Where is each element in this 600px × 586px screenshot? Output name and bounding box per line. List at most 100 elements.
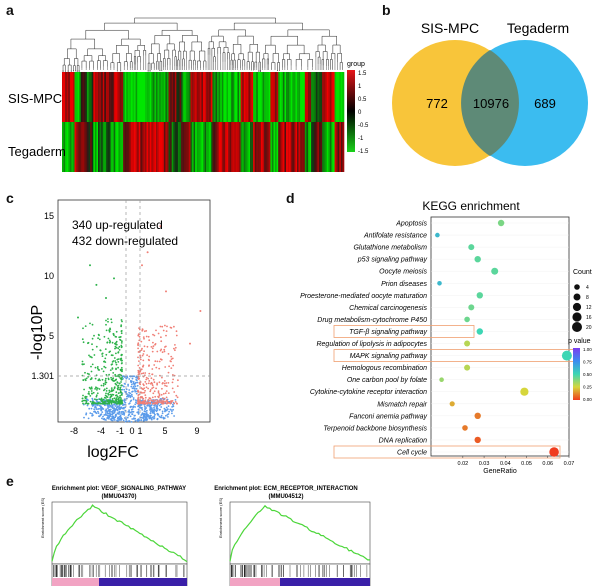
volcano-point xyxy=(110,318,113,321)
heatmap-cell xyxy=(262,122,265,172)
heatmap-color-legend xyxy=(347,70,355,152)
volcano-point xyxy=(134,399,137,401)
heatmap-cell xyxy=(138,72,141,122)
volcano-point xyxy=(108,389,111,392)
volcano-point xyxy=(104,383,107,386)
volcano-point xyxy=(87,392,90,395)
kegg-dot xyxy=(449,401,455,407)
volcano-point xyxy=(122,406,125,409)
volcano-point xyxy=(91,412,93,415)
gsea-hit-lines xyxy=(230,565,368,577)
volcano-point xyxy=(99,414,102,417)
volcano-point xyxy=(123,385,125,388)
kegg-category-label: MAPK signaling pathway xyxy=(350,353,428,360)
volcano-point xyxy=(143,330,146,333)
volcano-point xyxy=(137,398,139,401)
heatmap-cell xyxy=(326,122,329,172)
volcano-point xyxy=(107,337,110,340)
volcano-point xyxy=(134,403,137,406)
heatmap-cell xyxy=(259,72,262,122)
heatmap-cell xyxy=(212,72,215,122)
heatmap-legend-tick: 1.5 xyxy=(358,71,367,77)
heatmap-cell xyxy=(224,122,227,172)
volcano-point xyxy=(107,417,110,420)
kegg-dot xyxy=(464,316,470,323)
heatmap-row-label-sis-mpc: SIS-MPC xyxy=(8,91,62,106)
volcano-point xyxy=(173,325,175,328)
volcano-point xyxy=(167,392,170,394)
volcano-point xyxy=(120,319,123,321)
volcano-point xyxy=(137,356,139,359)
volcano-point xyxy=(132,382,135,385)
heatmap-cell xyxy=(93,72,96,122)
volcano-point xyxy=(90,377,93,379)
volcano-point xyxy=(145,417,147,420)
volcano-point xyxy=(121,407,123,409)
volcano-point xyxy=(155,402,158,404)
volcano-point xyxy=(174,344,176,346)
heatmap-cell xyxy=(323,122,326,172)
volcano-point xyxy=(172,374,174,376)
heatmap-cell xyxy=(334,122,337,172)
heatmap-cell xyxy=(196,72,199,122)
heatmap-cell xyxy=(226,122,229,172)
volcano-point xyxy=(168,365,171,368)
volcano-point xyxy=(145,386,148,389)
volcano-point xyxy=(115,413,118,416)
volcano-point xyxy=(151,396,154,399)
heatmap-cell xyxy=(76,72,78,122)
volcano-point xyxy=(110,321,113,324)
heatmap-cell xyxy=(101,72,104,122)
kegg-category-label: Cytokine-cytokine receptor interaction xyxy=(310,389,427,396)
volcano-point xyxy=(112,393,115,396)
volcano-point xyxy=(132,405,135,408)
heatmap-cell xyxy=(314,72,317,122)
volcano-point xyxy=(162,329,165,332)
volcano-point xyxy=(155,329,157,332)
heatmap-cell xyxy=(232,72,235,122)
volcano-point xyxy=(143,350,146,353)
volcano-point xyxy=(104,404,106,407)
kegg-category-label: Cell cycle xyxy=(397,450,427,457)
volcano-point xyxy=(131,418,134,420)
kegg-category-label: Antifolate resistance xyxy=(363,233,427,240)
heatmap-cell xyxy=(279,72,282,122)
volcano-point xyxy=(141,401,144,403)
heatmap-cell xyxy=(229,72,232,122)
heatmap-cell xyxy=(210,122,213,172)
volcano-point xyxy=(86,404,89,407)
heatmap-cell xyxy=(129,72,132,122)
volcano-point xyxy=(113,334,115,337)
volcano-point xyxy=(156,399,159,402)
volcano-point xyxy=(157,390,160,393)
volcano-point xyxy=(123,388,126,391)
heatmap-cell xyxy=(121,72,124,122)
kegg-color-legend-tick: 0.25 xyxy=(583,385,592,390)
heatmap-cell xyxy=(151,122,154,172)
heatmap-cell xyxy=(179,122,182,172)
volcano-x-tick: 0 xyxy=(129,426,134,436)
volcano-point xyxy=(161,376,163,379)
volcano-point xyxy=(165,414,167,417)
heatmap-cell xyxy=(88,72,91,122)
heatmap-cell xyxy=(157,122,160,172)
volcano-point xyxy=(114,360,117,362)
volcano-point xyxy=(151,368,154,370)
volcano-point xyxy=(113,410,116,413)
heatmap-cell xyxy=(246,122,249,172)
volcano-point xyxy=(160,406,163,408)
volcano-point xyxy=(104,361,107,363)
volcano-point xyxy=(109,396,112,399)
volcano-point xyxy=(128,420,131,422)
heatmap-cell xyxy=(77,122,80,172)
volcano-point xyxy=(85,395,88,398)
heatmap-cell xyxy=(315,72,318,122)
volcano-x-tick: 1 xyxy=(137,426,142,436)
volcano-y-tick: 15 xyxy=(44,211,54,221)
heatmap-cell xyxy=(264,122,266,172)
volcano-point xyxy=(199,310,202,312)
volcano-point xyxy=(120,330,123,333)
heatmap-cell xyxy=(162,122,165,172)
heatmap-cell xyxy=(156,122,158,172)
heatmap-cell xyxy=(151,72,154,122)
